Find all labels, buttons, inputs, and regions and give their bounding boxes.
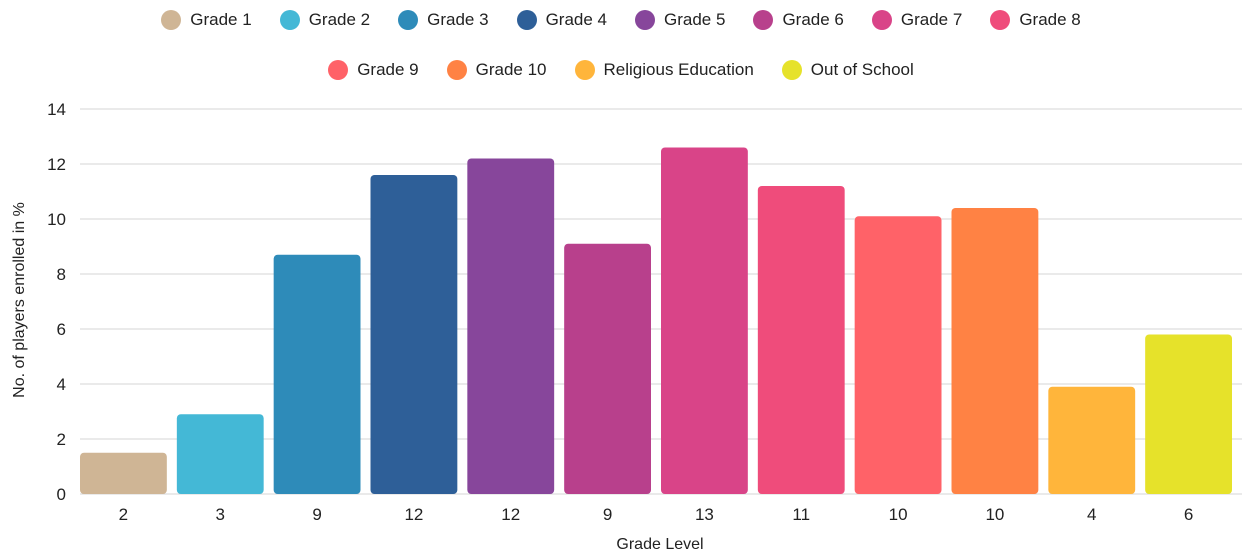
legend-swatch: [328, 60, 349, 80]
bar: [757, 186, 845, 494]
y-tick-label: 10: [47, 210, 66, 229]
legend-label: Grade 3: [427, 10, 489, 29]
legend-label: Grade 8: [1019, 10, 1081, 29]
bar: [1048, 386, 1136, 494]
legend-label: Grade 6: [782, 10, 844, 29]
legend-swatch: [753, 10, 774, 30]
x-tick-label: 12: [501, 505, 520, 524]
x-axis-title: Grade Level: [616, 536, 703, 553]
bar: [273, 254, 361, 494]
bar: [1145, 334, 1232, 494]
legend: Grade 1 Grade 2 Grade 3 Grade 4 Grade 5 …: [0, 0, 1242, 95]
bars: [80, 147, 1232, 494]
legend-item: Grade 10: [446, 60, 547, 80]
legend-item: Grade 1: [161, 10, 252, 30]
legend-item: Grade 4: [516, 10, 607, 30]
x-tick-label: 10: [889, 505, 908, 524]
bar: [564, 243, 651, 494]
y-tick-label: 8: [57, 265, 66, 284]
legend-swatch: [446, 60, 467, 80]
y-tick-label: 4: [57, 375, 66, 394]
legend-row: Grade 9 Grade 10 Religious Education Out…: [0, 60, 1242, 80]
x-tick-label: 13: [695, 505, 714, 524]
x-tick-label: 6: [1184, 505, 1193, 524]
bar: [854, 216, 942, 494]
legend-label: Religious Education: [603, 60, 754, 79]
legend-label: Grade 4: [545, 10, 607, 29]
x-tick-label: 9: [312, 505, 321, 524]
legend-swatch: [574, 60, 595, 80]
bar: [467, 158, 555, 494]
legend-swatch: [871, 10, 892, 30]
legend-item: Grade 6: [753, 10, 844, 30]
y-tick-label: 6: [57, 320, 66, 339]
legend-label: Grade 2: [308, 10, 371, 29]
legend-item: Grade 8: [990, 10, 1081, 30]
legend-label: Grade 10: [475, 60, 547, 79]
bar: [80, 452, 167, 494]
y-tick-label: 0: [57, 485, 66, 504]
x-tick-label: 12: [404, 505, 423, 524]
x-tick-label: 4: [1087, 505, 1096, 524]
legend-item: Grade 7: [871, 10, 963, 30]
legend-row: Grade 1 Grade 2 Grade 3 Grade 4 Grade 5 …: [0, 10, 1242, 30]
legend-swatch: [990, 10, 1011, 30]
legend-label: Grade 5: [664, 10, 726, 29]
legend-label: Grade 9: [357, 60, 419, 79]
legend-swatch: [161, 10, 182, 30]
x-tick-label: 10: [985, 505, 1004, 524]
bar: [176, 414, 264, 494]
legend-item: Grade 9: [328, 60, 419, 80]
legend-item: Religious Education: [574, 60, 754, 80]
x-tick-label: 2: [119, 505, 128, 524]
x-tick-label: 11: [792, 505, 810, 524]
y-axis-title: No. of players enrolled in %: [11, 202, 28, 398]
legend-swatch: [635, 10, 655, 30]
legend-item: Out of School: [781, 60, 914, 80]
legend-swatch: [781, 60, 802, 80]
legend-label: Grade 1: [190, 10, 252, 29]
bar: [370, 175, 458, 494]
legend-item: Grade 5: [635, 10, 725, 30]
y-tick-label: 2: [57, 430, 66, 449]
legend-swatch: [398, 10, 419, 30]
legend-label: Grade 7: [900, 10, 963, 29]
y-tick-label: 14: [47, 100, 66, 119]
y-axis-ticks: 0 2 4 6 8 10 12 14: [47, 100, 66, 504]
bar: [951, 208, 1039, 494]
legend-label: Out of School: [810, 60, 914, 79]
x-axis-ticks: 2 3 9 12 12 9 13 11 10 10 4 6: [119, 505, 1194, 524]
legend-swatch: [279, 10, 300, 30]
legend-item: Grade 2: [279, 10, 371, 30]
bar: [661, 147, 748, 494]
x-tick-label: 3: [216, 505, 225, 524]
y-tick-label: 12: [47, 155, 66, 174]
legend-item: Grade 3: [398, 10, 489, 30]
x-tick-label: 9: [603, 505, 612, 524]
legend-swatch: [516, 10, 537, 30]
